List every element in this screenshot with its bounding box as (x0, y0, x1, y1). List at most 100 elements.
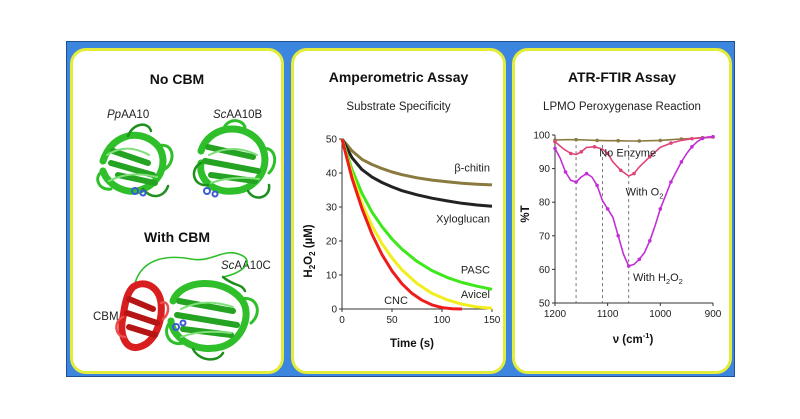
y-tick-label: 40 (326, 169, 338, 180)
x-tick-label: 100 (434, 315, 451, 326)
series-label-pasc: PASC (461, 264, 490, 276)
series-point-with-o2 (605, 151, 610, 156)
series-point-no-enzyme (616, 138, 620, 143)
series-point-with-h2o2 (605, 207, 610, 211)
y-tick-label: 30 (326, 203, 338, 214)
amperometric-y-axis-label: H2O2 (µM) (303, 224, 317, 277)
series-point-no-enzyme (574, 137, 578, 142)
scaa10c-structure (134, 252, 259, 361)
amperometric-subtitle: Substrate Specificity (346, 101, 451, 113)
x-label-end: ) (649, 334, 653, 346)
series-point-with-o2 (632, 171, 636, 176)
series-point-with-o2 (690, 136, 694, 141)
series-line-xyloglucan (340, 138, 493, 208)
series-point-with-h2o2 (679, 160, 684, 164)
scaa10b-label-rest: AA10B (226, 109, 263, 121)
series-label-no-enzyme: No Enzyme (599, 148, 656, 160)
y-tick-label: 80 (539, 198, 551, 209)
y-label-sub2: 2 (308, 251, 317, 256)
x-label-main: ν (cm (613, 334, 643, 346)
y-tick-label: 20 (326, 237, 338, 248)
series-label-with-o2-part: 2 (659, 191, 663, 200)
series-point-with-o2 (579, 150, 584, 154)
y-label-o: O (303, 256, 315, 265)
x-tick-label: 50 (386, 315, 398, 326)
ppaa10-structure (96, 123, 174, 198)
ftir-panel: ATR-FTIR Assay LPMO Peroxygenase Reactio… (512, 48, 732, 374)
series-point-with-o2 (553, 139, 557, 144)
series-line-no-enzyme (554, 136, 714, 142)
series-point-with-h2o2 (553, 146, 557, 151)
cbm-label: CBM (93, 311, 119, 323)
series-point-with-o2 (569, 151, 573, 156)
x-tick-label: 1200 (544, 309, 567, 320)
series-label-with-o2: With O2 (626, 186, 664, 200)
series-point-with-h2o2 (595, 183, 599, 188)
x-tick-label: 1100 (597, 309, 619, 320)
series-label-chitin: β-chitin (454, 162, 490, 174)
y-label-unit: (µM) (303, 224, 315, 251)
y-tick-label: 50 (326, 135, 338, 146)
y-label-sub1: 2 (308, 264, 317, 269)
y-tick-label: 70 (539, 231, 551, 242)
series-line-with-h2o2 (554, 135, 714, 267)
y-tick-label: 90 (539, 164, 551, 175)
series-point-with-h2o2 (574, 180, 578, 184)
series-point-with-h2o2 (584, 171, 589, 176)
y-tick-label: 10 (326, 271, 338, 282)
series-point-with-h2o2 (648, 239, 652, 243)
ftir-subtitle: LPMO Peroxygenase Reaction (543, 101, 701, 113)
ftir-x-axis-label: ν (cm-1) (613, 331, 654, 346)
series-point-with-h2o2 (690, 145, 694, 149)
x-tick-label: 1000 (649, 309, 672, 320)
x-tick-label: 0 (339, 315, 345, 326)
amperometric-panel: Amperometric Assay Substrate Specificity… (291, 48, 506, 374)
x-tick-label: 900 (705, 309, 722, 320)
amperometric-x-axis-label: Time (s) (390, 338, 434, 350)
series-point-with-h2o2 (658, 207, 663, 211)
scaa10b-label-italic: Sc (213, 109, 227, 121)
series-point-with-o2 (592, 145, 597, 149)
scaa10b-label: ScAA10B (213, 109, 262, 121)
scaa10c-label-italic: Sc (221, 260, 235, 272)
series-point-with-h2o2 (637, 257, 642, 262)
amperometric-title: Amperometric Assay (328, 69, 469, 85)
series-point-no-enzyme (595, 138, 599, 143)
protein-structures (96, 119, 277, 361)
series-point-with-h2o2 (616, 234, 620, 238)
series-label-xyloglucan: Xyloglucan (436, 213, 490, 225)
ppaa10-label: PpAA10 (107, 109, 149, 121)
series-point-with-h2o2 (626, 264, 631, 268)
series-label-with-o2-part: With O (626, 186, 660, 198)
with-cbm-title: With CBM (144, 229, 210, 245)
series-label-with-h2o2-part: 2 (679, 277, 683, 286)
series-label-with-h2o2-part: 2 (666, 277, 670, 286)
series-point-with-h2o2 (711, 134, 715, 139)
series-line-cnc (340, 138, 463, 311)
y-tick-label: 50 (539, 299, 551, 310)
series-label-with-h2o2-part: With H (633, 272, 666, 284)
series-label-with-h2o2: With H2O2 (633, 272, 683, 286)
structure-panel: No CBM PpAA10 ScAA10B With CBM ScAA10C C… (70, 48, 284, 374)
scaa10b-structure (192, 119, 277, 199)
ftir-title: ATR-FTIR Assay (567, 69, 677, 85)
series-label-with-h2o2-part: O (670, 272, 679, 284)
series-point-no-enzyme (637, 139, 642, 143)
ppaa10-label-italic: Pp (107, 109, 122, 121)
y-tick-label: 100 (533, 131, 550, 142)
series-point-with-h2o2 (563, 170, 568, 174)
series-label-avicel: Avicel (461, 289, 490, 301)
x-tick-label: 150 (484, 315, 501, 326)
ppaa10-label-rest: AA10 (121, 109, 150, 121)
x-label-sup: -1 (643, 331, 650, 340)
series-line-chitin (340, 138, 493, 187)
ftir-y-axis-label: %T (520, 205, 532, 222)
series-line-avicel (340, 138, 493, 310)
ftir-chart: %T ν (cm-1) 50 60 70 80 90 100 1200 1100 1000 900… (520, 131, 722, 347)
y-tick-label: 0 (331, 305, 337, 316)
cbm-structure (115, 280, 170, 351)
y-tick-label: 60 (539, 265, 551, 276)
y-label-h: H (303, 269, 315, 277)
series-line-pasc (340, 138, 493, 291)
